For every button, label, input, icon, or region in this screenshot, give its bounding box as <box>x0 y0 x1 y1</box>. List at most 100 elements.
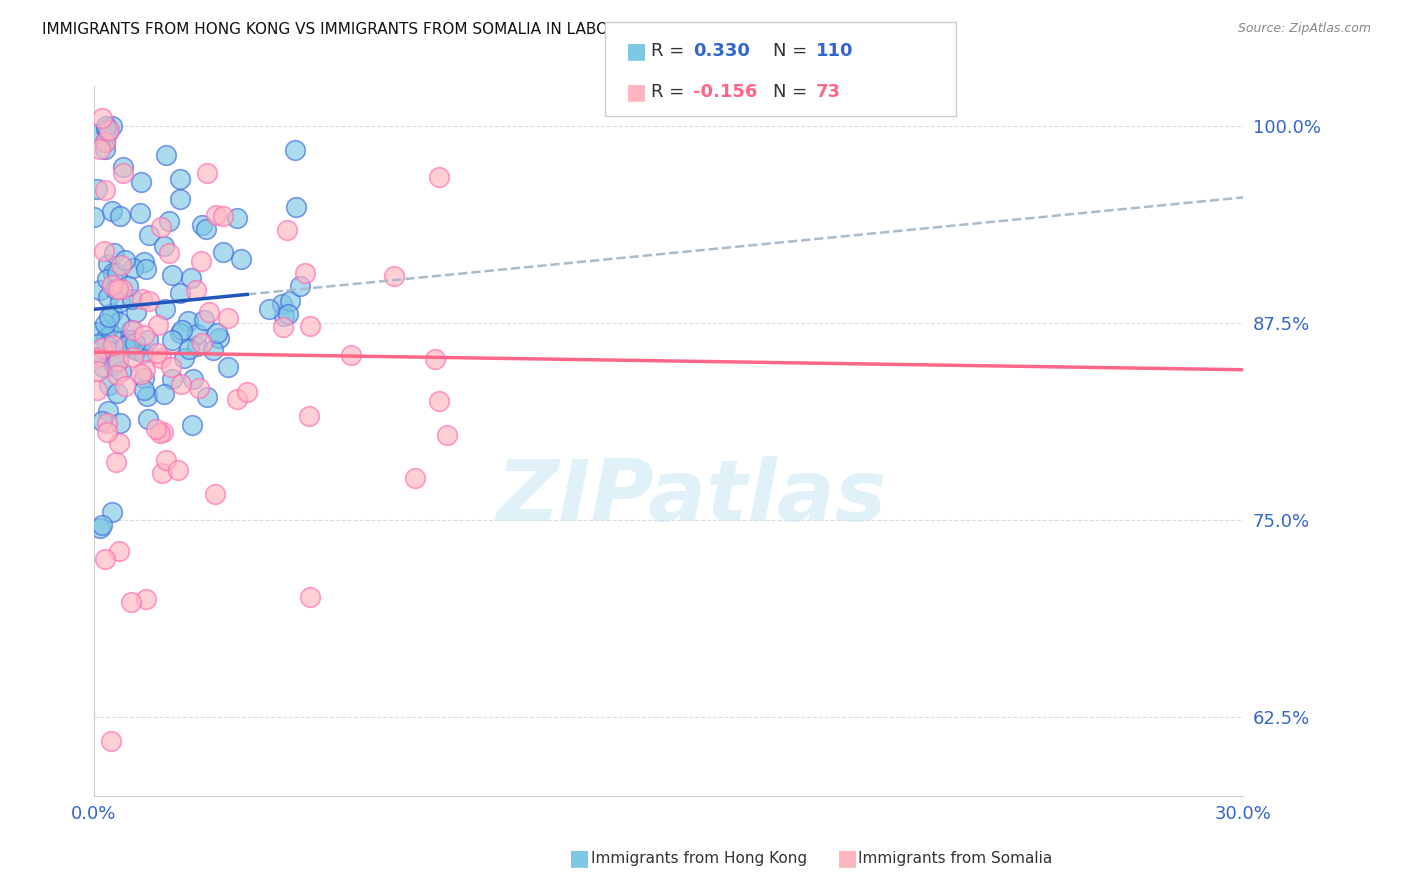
Point <box>131 345 153 359</box>
Point <box>211 244 233 259</box>
Point <box>117 337 139 351</box>
Point <box>96 272 118 286</box>
Point <box>150 219 173 234</box>
Point <box>298 590 321 604</box>
Point <box>90 111 112 125</box>
Point <box>97 404 120 418</box>
Point <box>162 333 184 347</box>
Point <box>153 386 176 401</box>
Point <box>294 266 316 280</box>
Point <box>277 307 299 321</box>
Point <box>94 135 117 149</box>
Point <box>100 733 122 747</box>
Point <box>191 219 214 233</box>
Point <box>121 340 143 354</box>
Point <box>132 327 155 342</box>
Point <box>124 335 146 350</box>
Point <box>111 282 134 296</box>
Point <box>177 314 200 328</box>
Point <box>288 279 311 293</box>
Point <box>382 268 405 283</box>
Point <box>108 416 131 430</box>
Point <box>404 471 426 485</box>
Point <box>181 372 204 386</box>
Point <box>101 119 124 133</box>
Point <box>89 143 111 157</box>
Point <box>169 285 191 300</box>
Point <box>96 425 118 439</box>
Text: ■: ■ <box>569 848 591 868</box>
Text: Immigrants from Hong Kong: Immigrants from Hong Kong <box>591 851 807 865</box>
Point <box>340 348 363 362</box>
Point <box>217 311 239 326</box>
Point <box>427 394 450 409</box>
Point <box>86 182 108 196</box>
Point <box>93 552 115 566</box>
Point <box>89 283 111 297</box>
Point <box>226 211 249 225</box>
Point <box>280 294 302 309</box>
Point <box>159 359 181 374</box>
Point <box>136 389 159 403</box>
Point <box>96 122 118 136</box>
Point <box>190 254 212 268</box>
Point <box>122 350 145 364</box>
Point <box>138 294 160 309</box>
Point <box>136 412 159 426</box>
Point <box>89 350 111 364</box>
Point <box>276 222 298 236</box>
Point <box>186 327 208 342</box>
Point <box>91 359 114 374</box>
Point <box>160 372 183 386</box>
Point <box>121 292 143 306</box>
Point <box>229 252 252 266</box>
Point <box>170 376 193 391</box>
Point <box>120 323 142 337</box>
Point <box>145 422 167 436</box>
Point <box>149 425 172 440</box>
Point <box>97 322 120 336</box>
Point <box>101 278 124 293</box>
Point <box>194 222 217 236</box>
Point <box>83 210 105 224</box>
Point <box>87 364 110 378</box>
Point <box>101 266 124 280</box>
Point <box>114 252 136 267</box>
Point <box>120 333 142 347</box>
Point <box>184 283 207 297</box>
Point <box>427 170 450 185</box>
Point <box>187 381 209 395</box>
Point <box>134 362 156 376</box>
Point <box>129 175 152 189</box>
Point <box>236 384 259 399</box>
Point <box>97 290 120 304</box>
Point <box>152 425 174 439</box>
Point <box>180 271 202 285</box>
Point <box>103 246 125 260</box>
Point <box>108 295 131 310</box>
Point <box>170 323 193 337</box>
Point <box>103 359 125 373</box>
Point <box>195 390 218 404</box>
Point <box>105 266 128 280</box>
Point <box>97 125 120 139</box>
Text: N =: N = <box>773 42 807 60</box>
Point <box>134 254 156 268</box>
Point <box>100 505 122 519</box>
Point <box>138 227 160 242</box>
Point <box>146 318 169 333</box>
Point <box>110 209 132 223</box>
Text: ■: ■ <box>626 82 647 102</box>
Text: N =: N = <box>773 83 807 101</box>
Point <box>177 342 200 356</box>
Point <box>89 521 111 535</box>
Text: Immigrants from Somalia: Immigrants from Somalia <box>858 851 1052 865</box>
Point <box>98 310 121 324</box>
Point <box>98 344 121 359</box>
Point <box>122 260 145 275</box>
Point <box>96 119 118 133</box>
Point <box>436 427 458 442</box>
Point <box>205 208 228 222</box>
Text: ■: ■ <box>626 41 647 61</box>
Text: 73: 73 <box>815 83 841 101</box>
